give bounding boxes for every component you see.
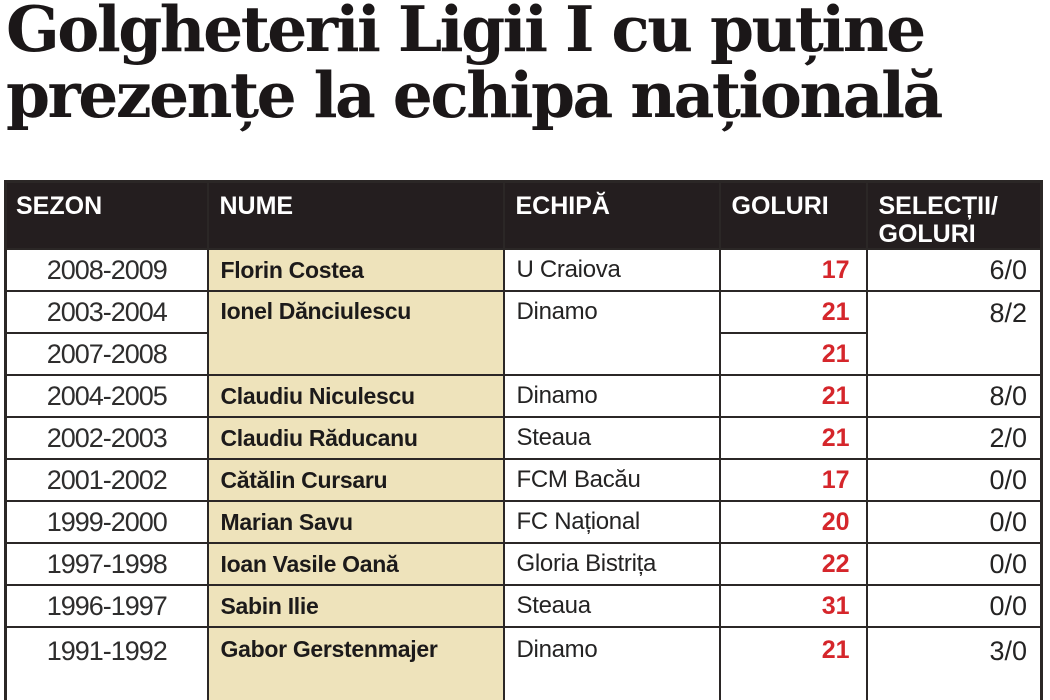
cell-nume: Ioan Vasile Oană [206,542,505,586]
cell-nume: Claudiu Niculescu [206,374,505,418]
cell-sezon: 2008-2009 [4,248,209,292]
cell-goluri: 17 [718,458,868,502]
cell-sezon: 2007-2008 [4,332,209,376]
cell-selectii: 0/0 [865,584,1043,628]
cell-nume: Florin Costea [206,248,505,292]
cell-sezon: 2004-2005 [4,374,209,418]
table-row: 1999-2000 Marian Savu FC Național 20 0/0 [4,500,1043,544]
table-row: 2007-2008 21 [4,332,1042,376]
cell-sezon: 2001-2002 [4,458,209,502]
cell-selectii: 3/0 [865,626,1043,700]
cell-goluri: 20 [718,500,868,544]
cell-sezon: 1999-2000 [4,500,209,544]
table-row: 1991-1992 Gabor Gerstenmajer Dinamo 21 3… [4,626,1043,700]
table-row: 1996-1997 Sabin Ilie Steaua 31 0/0 [4,584,1043,628]
cell-selectii: 0/0 [865,542,1043,586]
col-header-echipa: ECHIPĂ [502,180,721,250]
cell-selectii: 6/0 [865,248,1043,292]
cell-goluri: 17 [718,248,868,292]
cell-selectii: 2/0 [865,416,1043,460]
cell-nume: Cătălin Cursaru [206,458,505,502]
cell-goluri: 21 [718,332,868,376]
cell-echipa: U Craiova [502,248,721,292]
table-row: 2004-2005 Claudiu Niculescu Dinamo 21 8/… [4,374,1043,418]
cell-goluri: 21 [718,626,868,700]
cell-selectii: 0/0 [865,500,1043,544]
cell-nume: Gabor Gerstenmajer [206,626,505,700]
table-row: 2002-2003 Claudiu Răducanu Steaua 21 2/0 [4,416,1043,460]
cell-nume: Marian Savu [206,500,505,544]
cell-echipa: Steaua [502,584,721,628]
col-header-sezon: SEZON [4,180,209,250]
table-row: 1997-1998 Ioan Vasile Oană Gloria Bistri… [4,542,1043,586]
cell-selectii: 0/0 [865,458,1043,502]
cell-echipa: Dinamo [502,374,721,418]
headline-line-2: prezențe la echipa națională [6,58,943,132]
top-scorers-table: SEZON NUME ECHIPĂ GOLURI SELECȚII/ GOLUR… [4,180,1043,700]
cell-goluri: 21 [718,290,868,334]
cell-echipa: FC Național [502,500,721,544]
table-row: 2008-2009 Florin Costea U Craiova 17 6/0 [4,248,1043,292]
col-header-selectii-line1: SELECȚII/ [878,192,998,220]
col-header-selectii: SELECȚII/ GOLURI [865,180,1043,250]
table-row: 2003-2004 Ionel Dănciulescu Dinamo 21 8/… [4,290,1043,376]
cell-selectii: 8/0 [865,374,1043,418]
header-row: SEZON NUME ECHIPĂ GOLURI SELECȚII/ GOLUR… [4,180,1043,250]
cell-sezon: 1997-1998 [4,542,209,586]
col-header-nume: NUME [206,180,505,250]
table-row: 2001-2002 Cătălin Cursaru FCM Bacău 17 0… [4,458,1043,502]
cell-nume: Claudiu Răducanu [206,416,505,460]
col-header-selectii-line2: GOLURI [878,220,976,248]
cell-sezon: 2002-2003 [4,416,209,460]
cell-goluri: 21 [718,374,868,418]
col-header-goluri: GOLURI [718,180,868,250]
cell-sezon: 1991-1992 [4,626,209,700]
cell-nume: Sabin Ilie [206,584,505,628]
cell-sezon: 2003-2004 [4,290,209,334]
cell-echipa: Steaua [502,416,721,460]
cell-selectii: 8/2 [865,290,1043,376]
cell-echipa: Gloria Bistrița [502,542,721,586]
cell-goluri: 22 [718,542,868,586]
headline: Golgheterii Ligii I cu puține prezențe l… [6,0,943,132]
cell-echipa: Dinamo [502,290,721,376]
cell-goluri: 21 [718,416,868,460]
cell-echipa: Dinamo [502,626,721,700]
cell-sezon: 1996-1997 [4,584,209,628]
cell-nume: Ionel Dănciulescu [206,290,505,376]
headline-line-1: Golgheterii Ligii I cu puține [6,0,926,66]
cell-goluri: 31 [718,584,868,628]
cell-echipa: FCM Bacău [502,458,721,502]
